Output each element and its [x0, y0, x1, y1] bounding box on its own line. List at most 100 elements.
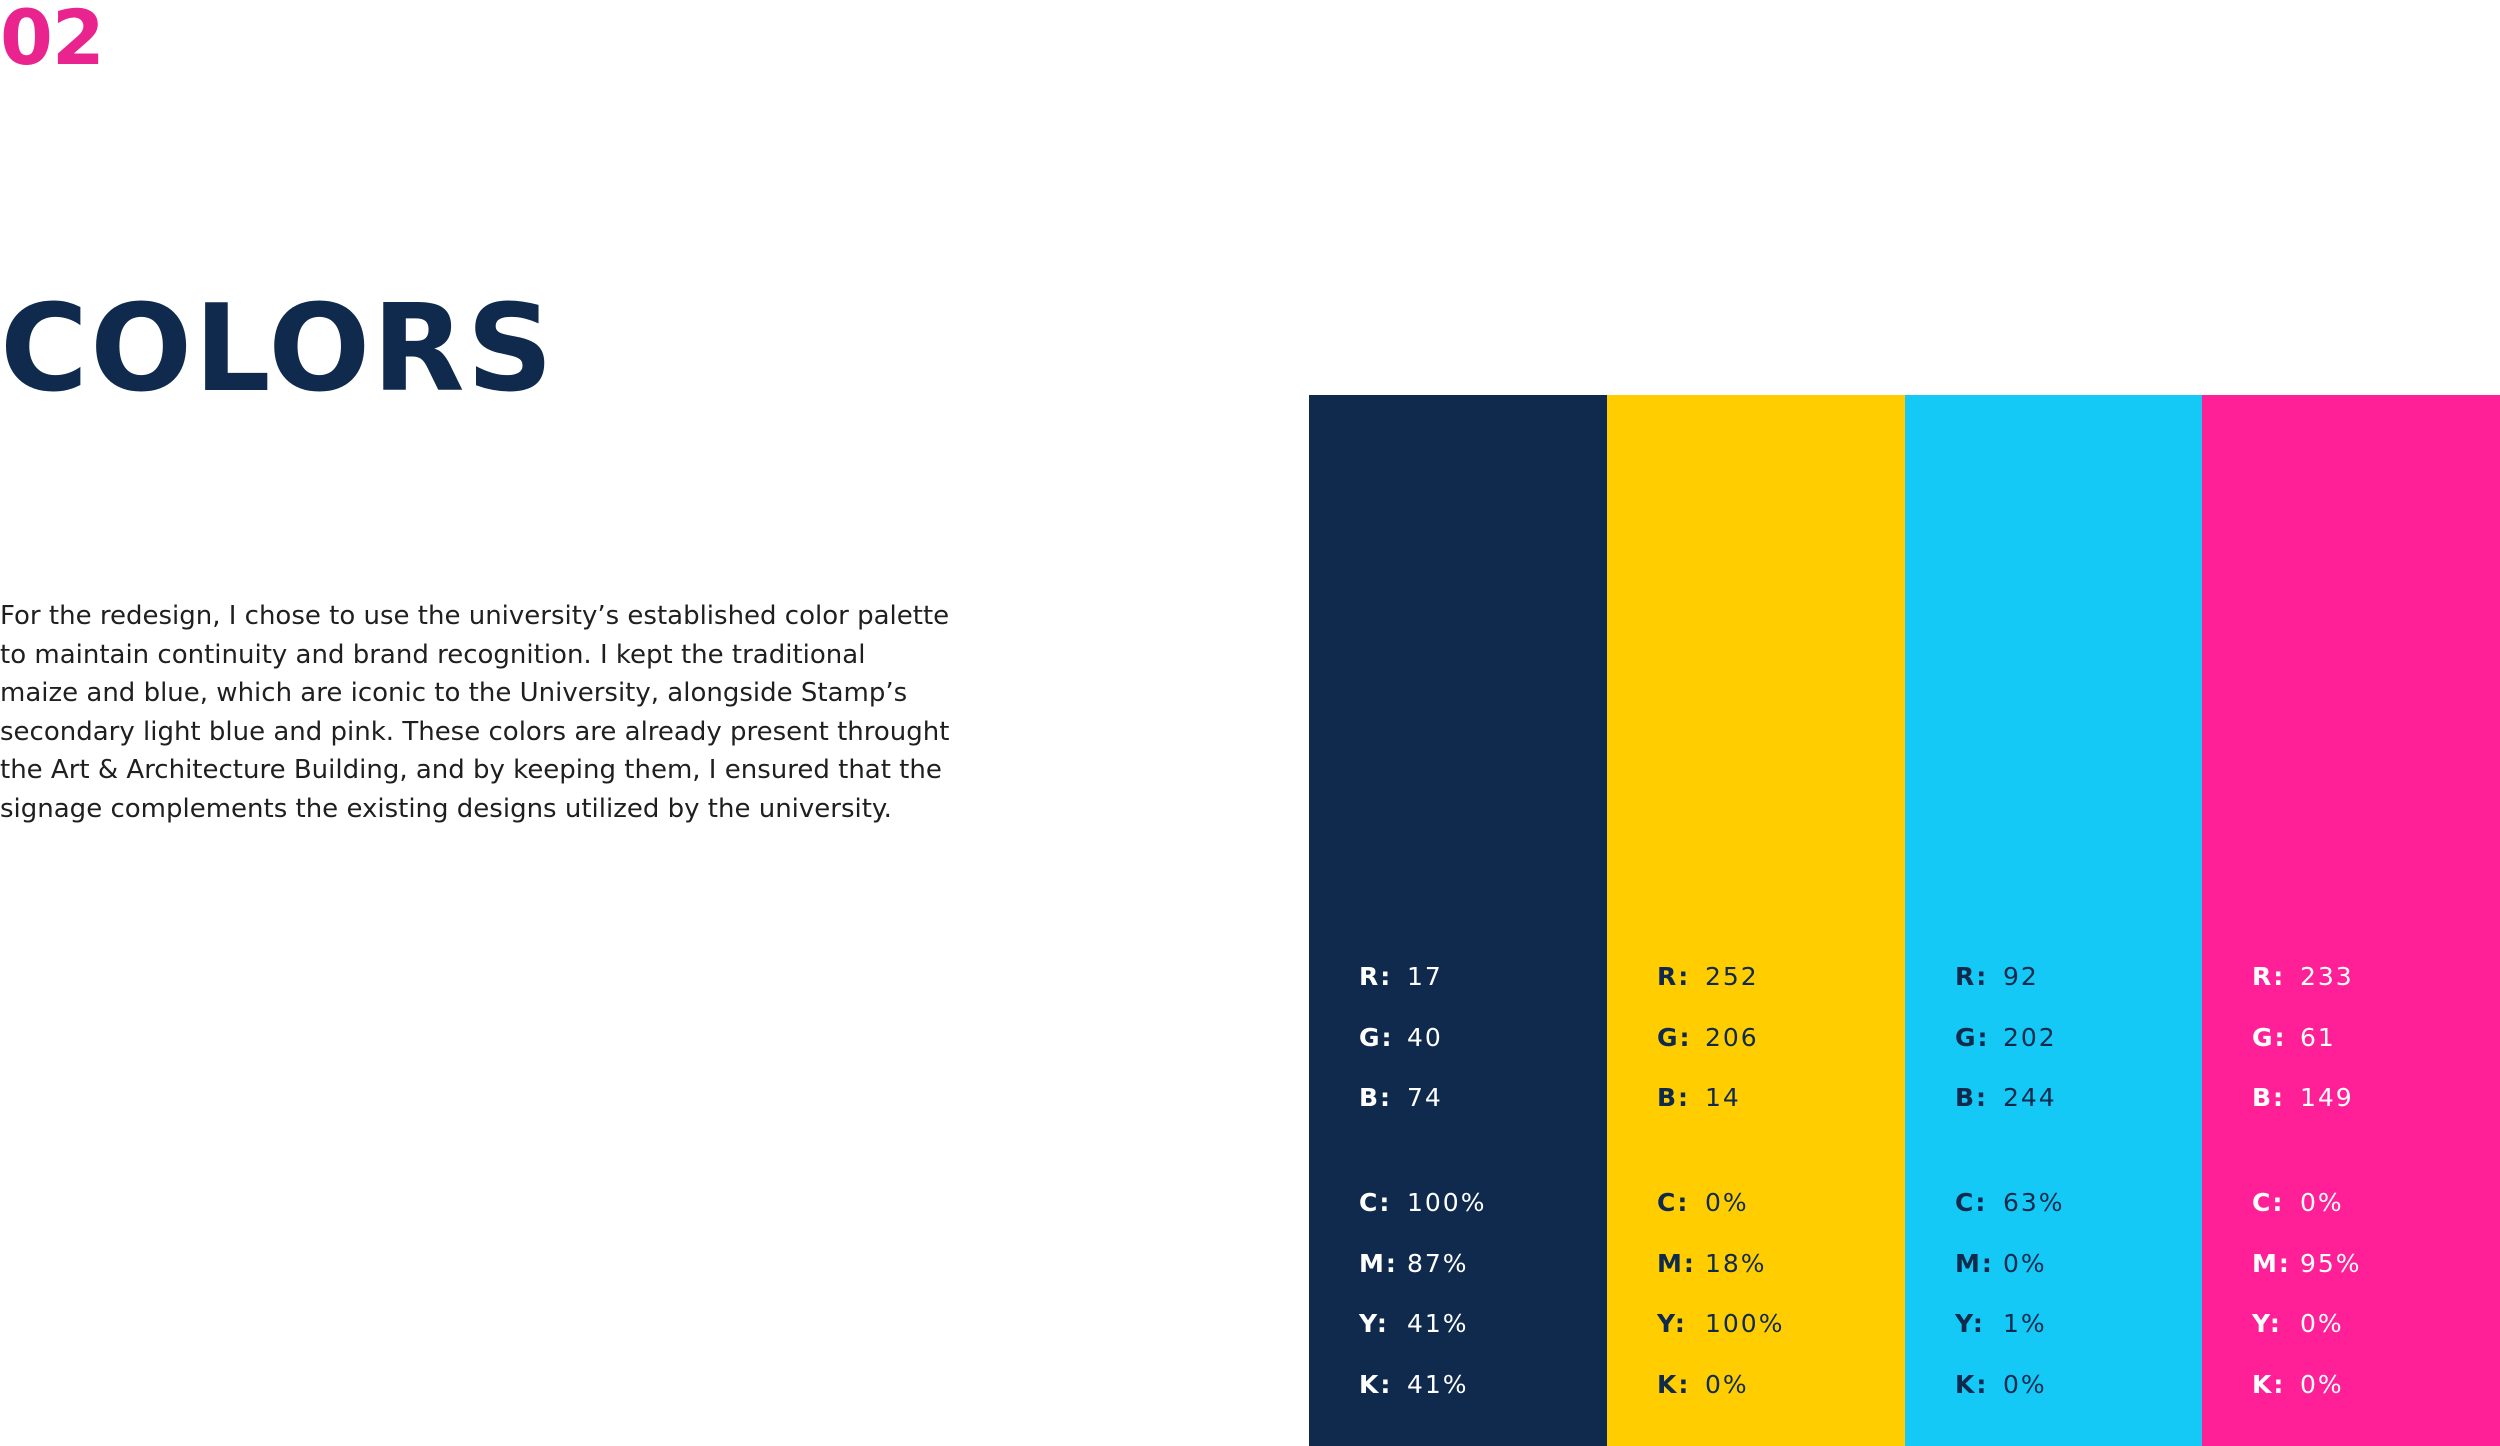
cmyk-magenta-row: M: 18% [1657, 1233, 1784, 1294]
value-number: 0% [2300, 1187, 2344, 1217]
value-number: 0% [1705, 1187, 1749, 1217]
value-number: 100% [1407, 1187, 1487, 1217]
value-label: M: [1359, 1248, 1398, 1278]
color-swatch-light-blue: R: 92 G: 202 B: 244 C: 63% M: 0% Y: 1% [1905, 395, 2202, 1446]
value-number: 95% [2300, 1248, 2362, 1278]
value-label: M: [1657, 1248, 1696, 1278]
value-number: 1% [2003, 1309, 2047, 1339]
rgb-red-row: R: 92 [1955, 946, 2065, 1007]
value-label: R: [1955, 961, 1989, 991]
value-number: 40 [1407, 1022, 1443, 1052]
value-number: 244 [2003, 1083, 2057, 1113]
value-label: B: [1359, 1083, 1393, 1113]
value-number: 100% [1705, 1309, 1785, 1339]
cmyk-black-row: K: 41% [1359, 1354, 1486, 1415]
description-line: For the redesign, I chose to use the uni… [0, 601, 950, 631]
value-label: M: [1955, 1248, 1994, 1278]
value-number: 202 [2003, 1022, 2057, 1052]
value-label: R: [2252, 961, 2286, 991]
cmyk-yellow-row: Y: 1% [1955, 1293, 2065, 1354]
rgb-blue-row: B: 14 [1657, 1067, 1784, 1128]
swatch-values: R: 233 G: 61 B: 149 C: 0% M: 95% Y: 0% [2252, 946, 2362, 1415]
cmyk-yellow-row: Y: 0% [2252, 1293, 2362, 1354]
value-label: B: [1955, 1083, 1989, 1113]
color-palette: R: 17 G: 40 B: 74 C: 100% M: 87% Y: 41% [1309, 395, 2500, 1446]
value-label: K: [2252, 1369, 2286, 1399]
cmyk-black-row: K: 0% [1955, 1354, 2065, 1415]
value-label: R: [1657, 961, 1691, 991]
cmyk-black-row: K: 0% [1657, 1354, 1784, 1415]
swatch-values: R: 17 G: 40 B: 74 C: 100% M: 87% Y: 41% [1359, 946, 1486, 1415]
cmyk-cyan-row: C: 0% [1657, 1172, 1784, 1233]
value-number: 61 [2300, 1022, 2336, 1052]
value-label: B: [2252, 1083, 2286, 1113]
value-number: 149 [2300, 1083, 2354, 1113]
swatch-values: R: 252 G: 206 B: 14 C: 0% M: 18% Y: 100% [1657, 946, 1784, 1415]
value-label: B: [1657, 1083, 1691, 1113]
value-number: 252 [1705, 961, 1759, 991]
cmyk-yellow-row: Y: 41% [1359, 1293, 1486, 1354]
page-title: COLORS [0, 280, 556, 419]
value-number: 74 [1407, 1083, 1443, 1113]
value-label: K: [1359, 1369, 1393, 1399]
value-label: Y: [1359, 1309, 1389, 1339]
description-line: secondary light blue and pink. These col… [0, 716, 950, 747]
rgb-green-row: G: 40 [1359, 1007, 1486, 1068]
value-number: 18% [1705, 1248, 1767, 1278]
value-number: 41% [1407, 1309, 1469, 1339]
rgb-red-row: R: 252 [1657, 946, 1784, 1007]
value-label: G: [1359, 1022, 1394, 1052]
rgb-green-row: G: 61 [2252, 1007, 2362, 1068]
value-label: C: [1955, 1187, 1988, 1217]
value-label: G: [1657, 1022, 1692, 1052]
value-label: M: [2252, 1248, 2291, 1278]
cmyk-black-row: K: 0% [2252, 1354, 2362, 1415]
value-number: 0% [1705, 1369, 1749, 1399]
value-label: G: [1955, 1022, 1990, 1052]
rgb-blue-row: B: 74 [1359, 1067, 1486, 1128]
cmyk-cyan-row: C: 100% [1359, 1172, 1486, 1233]
cmyk-cyan-row: C: 63% [1955, 1172, 2065, 1233]
value-number: 87% [1407, 1248, 1469, 1278]
description-line: maize and blue, which are iconic to the … [0, 678, 908, 709]
description-paragraph: For the redesign, I chose to use the uni… [0, 597, 960, 829]
value-label: G: [2252, 1022, 2287, 1052]
value-number: 14 [1705, 1083, 1741, 1113]
rgb-red-row: R: 233 [2252, 946, 2362, 1007]
rgb-blue-row: B: 244 [1955, 1067, 2065, 1128]
value-number: 0% [2003, 1248, 2047, 1278]
value-number: 17 [1407, 961, 1443, 991]
cmyk-cyan-row: C: 0% [2252, 1172, 2362, 1233]
rgb-blue-row: B: 149 [2252, 1067, 2362, 1128]
color-swatch-pink: R: 233 G: 61 B: 149 C: 0% M: 95% Y: 0% [2202, 395, 2500, 1446]
swatch-values: R: 92 G: 202 B: 244 C: 63% M: 0% Y: 1% [1955, 946, 2065, 1415]
value-label: R: [1359, 961, 1393, 991]
value-number: 92 [2003, 961, 2039, 991]
value-label: C: [2252, 1187, 2285, 1217]
value-label: C: [1359, 1187, 1392, 1217]
rgb-green-row: G: 202 [1955, 1007, 2065, 1068]
value-label: Y: [1955, 1309, 1985, 1339]
value-label: K: [1955, 1369, 1989, 1399]
value-label: Y: [1657, 1309, 1687, 1339]
value-number: 63% [2003, 1187, 2065, 1217]
cmyk-magenta-row: M: 95% [2252, 1233, 2362, 1294]
description-line: signage complements the existing designs… [0, 793, 892, 824]
description-line: to maintain continuity and brand recogni… [0, 639, 866, 670]
cmyk-yellow-row: Y: 100% [1657, 1293, 1784, 1354]
cmyk-magenta-row: M: 0% [1955, 1233, 2065, 1294]
color-swatch-navy: R: 17 G: 40 B: 74 C: 100% M: 87% Y: 41% [1309, 395, 1607, 1446]
color-swatch-maize: R: 252 G: 206 B: 14 C: 0% M: 18% Y: 100% [1607, 395, 1905, 1446]
value-number: 41% [1407, 1369, 1469, 1399]
rgb-green-row: G: 206 [1657, 1007, 1784, 1068]
value-label: K: [1657, 1369, 1691, 1399]
value-label: Y: [2252, 1309, 2282, 1339]
section-number: 02 [0, 0, 105, 82]
value-label: C: [1657, 1187, 1690, 1217]
value-number: 0% [2003, 1369, 2047, 1399]
description-line: the Art & Architecture Building, and by … [0, 755, 942, 786]
cmyk-magenta-row: M: 87% [1359, 1233, 1486, 1294]
value-number: 0% [2300, 1309, 2344, 1339]
value-number: 0% [2300, 1369, 2344, 1399]
value-number: 233 [2300, 961, 2354, 991]
